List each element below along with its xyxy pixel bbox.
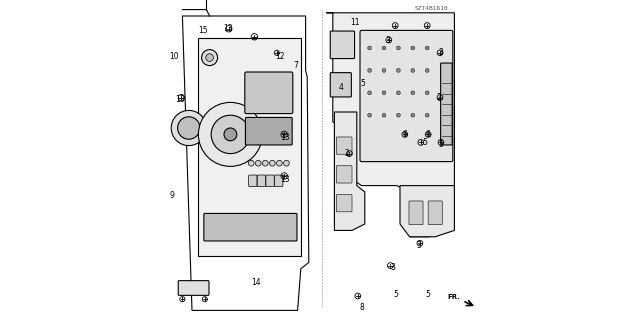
Text: 6: 6 <box>426 130 431 139</box>
Circle shape <box>382 91 386 95</box>
Circle shape <box>425 68 429 72</box>
Text: 2: 2 <box>436 93 441 102</box>
Text: 5: 5 <box>394 290 399 299</box>
Text: 15: 15 <box>198 26 207 35</box>
Circle shape <box>396 46 401 50</box>
Circle shape <box>198 102 262 166</box>
Circle shape <box>224 128 237 141</box>
Circle shape <box>367 91 372 95</box>
Text: 9: 9 <box>170 191 175 200</box>
Text: 2: 2 <box>344 149 349 158</box>
Circle shape <box>425 46 429 50</box>
Text: 5: 5 <box>422 138 428 147</box>
FancyBboxPatch shape <box>246 117 292 145</box>
FancyBboxPatch shape <box>257 175 266 187</box>
Circle shape <box>396 91 401 95</box>
Circle shape <box>202 50 218 66</box>
Text: 5: 5 <box>426 290 431 299</box>
Text: 6: 6 <box>403 130 407 139</box>
FancyBboxPatch shape <box>337 137 352 154</box>
Polygon shape <box>326 13 454 237</box>
Circle shape <box>382 68 386 72</box>
Text: 10: 10 <box>170 52 179 61</box>
Circle shape <box>172 110 206 146</box>
Circle shape <box>367 113 372 117</box>
Circle shape <box>211 115 250 154</box>
Circle shape <box>411 113 415 117</box>
Text: 3: 3 <box>416 241 421 250</box>
FancyBboxPatch shape <box>204 213 297 241</box>
Circle shape <box>425 113 429 117</box>
Text: 8: 8 <box>360 303 364 312</box>
FancyBboxPatch shape <box>409 201 423 225</box>
Circle shape <box>367 46 372 50</box>
Circle shape <box>269 160 275 166</box>
Polygon shape <box>198 38 301 256</box>
Circle shape <box>411 91 415 95</box>
Text: 13: 13 <box>280 175 290 184</box>
Polygon shape <box>400 186 454 237</box>
FancyBboxPatch shape <box>360 30 453 162</box>
Circle shape <box>276 160 282 166</box>
FancyBboxPatch shape <box>337 195 352 212</box>
FancyBboxPatch shape <box>178 281 209 295</box>
Polygon shape <box>334 112 365 230</box>
Circle shape <box>382 113 386 117</box>
Text: 3: 3 <box>385 36 390 44</box>
Text: 5: 5 <box>360 79 365 88</box>
Circle shape <box>411 68 415 72</box>
Text: 13: 13 <box>223 24 233 33</box>
Circle shape <box>411 46 415 50</box>
Text: FR.: FR. <box>448 294 461 300</box>
Text: 12: 12 <box>275 52 285 61</box>
Circle shape <box>248 160 254 166</box>
FancyBboxPatch shape <box>337 166 352 183</box>
FancyBboxPatch shape <box>245 72 293 114</box>
Text: SZT4B1610: SZT4B1610 <box>414 6 448 11</box>
Circle shape <box>284 160 289 166</box>
Text: 3: 3 <box>390 263 396 272</box>
Circle shape <box>396 113 401 117</box>
FancyBboxPatch shape <box>440 63 452 145</box>
Circle shape <box>382 46 386 50</box>
Circle shape <box>396 68 401 72</box>
Circle shape <box>255 160 261 166</box>
Text: 13: 13 <box>175 95 185 104</box>
Circle shape <box>178 117 200 139</box>
Text: 4: 4 <box>339 83 343 92</box>
Text: 11: 11 <box>350 18 359 27</box>
FancyBboxPatch shape <box>249 175 257 187</box>
FancyBboxPatch shape <box>428 201 442 225</box>
Circle shape <box>367 68 372 72</box>
FancyBboxPatch shape <box>266 175 275 187</box>
Circle shape <box>425 91 429 95</box>
FancyBboxPatch shape <box>330 31 355 59</box>
Text: 13: 13 <box>280 133 290 142</box>
Text: 3: 3 <box>438 48 444 57</box>
Text: 14: 14 <box>251 278 260 287</box>
FancyBboxPatch shape <box>330 73 351 97</box>
Circle shape <box>206 54 214 61</box>
Text: 7: 7 <box>294 61 299 70</box>
FancyBboxPatch shape <box>275 175 283 187</box>
Text: 5: 5 <box>438 140 443 148</box>
Circle shape <box>262 160 268 166</box>
